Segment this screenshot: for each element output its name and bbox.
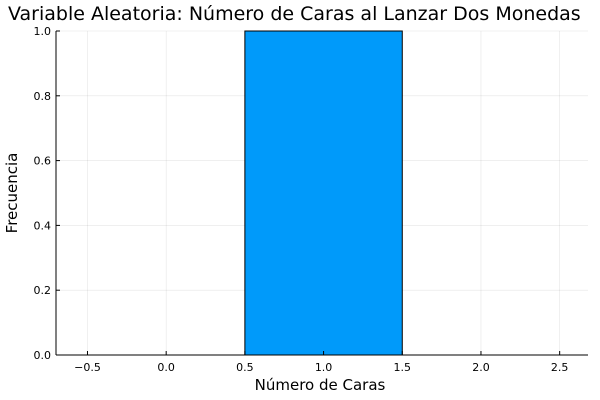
x-tick-label: 2.0 [472, 361, 490, 374]
x-tick-label: −0.5 [74, 361, 101, 374]
y-tick-label: 0.4 [34, 219, 52, 232]
x-tick-label: 0.5 [236, 361, 254, 374]
chart-title: Variable Aleatoria: Número de Caras al L… [8, 3, 581, 25]
y-ticks: 0.0 0.2 0.4 0.6 0.8 1.0 [34, 25, 60, 362]
y-tick-label: 1.0 [34, 25, 52, 38]
y-axis-label: Frecuencia [3, 153, 21, 234]
x-tick-label: 0.0 [157, 361, 175, 374]
bar-0 [244, 30, 403, 356]
x-axis-label: Número de Caras [255, 376, 386, 394]
x-ticks: −0.5 0.0 0.5 1.0 1.5 2.0 2.5 [74, 351, 568, 374]
x-tick-label: 1.5 [394, 361, 412, 374]
bars [244, 30, 403, 356]
x-tick-label: 2.5 [551, 361, 569, 374]
y-tick-label: 0.8 [34, 90, 52, 103]
x-tick-label: 1.0 [315, 361, 333, 374]
y-tick-label: 0.6 [34, 155, 52, 168]
y-tick-label: 0.0 [34, 349, 52, 362]
axes [55, 31, 588, 356]
y-tick-label: 0.2 [34, 284, 52, 297]
